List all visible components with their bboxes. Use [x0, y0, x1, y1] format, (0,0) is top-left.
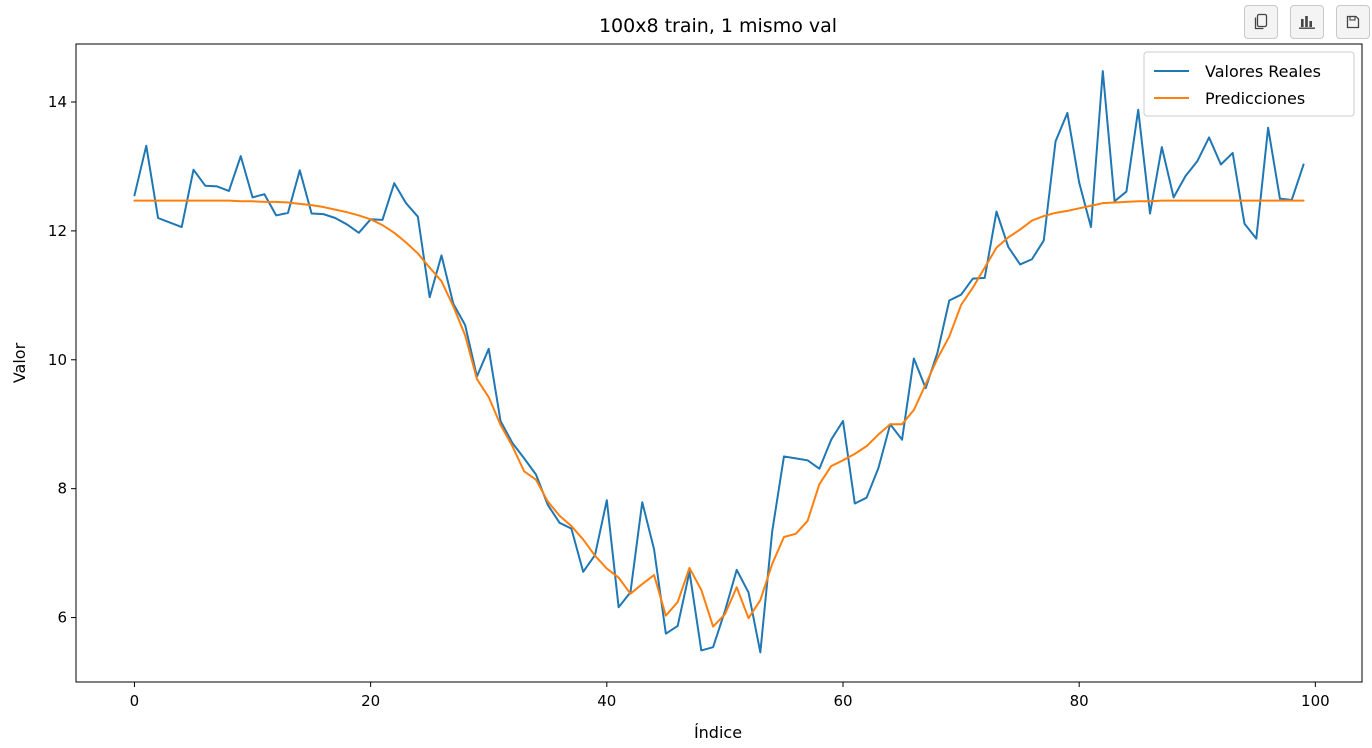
bar-chart-icon — [1298, 14, 1316, 30]
y-tick-label: 6 — [57, 609, 67, 627]
series-line-0 — [133, 70, 1305, 654]
plot-frame — [75, 43, 1363, 683]
copy-button[interactable] — [1244, 5, 1278, 39]
plot-area: 0 20 40 60 80 100 6 8 10 12 14 Valores Reales Predic… — [48, 43, 1363, 710]
legend-label-1: Predicciones — [1205, 89, 1305, 108]
chart-view-button[interactable] — [1290, 5, 1324, 39]
save-icon — [1345, 14, 1361, 30]
y-tick-label: 10 — [48, 351, 67, 369]
y-axis-title: Valor — [10, 342, 29, 383]
x-tick-label: 0 — [130, 692, 140, 710]
save-button[interactable] — [1336, 5, 1370, 39]
x-tick-label: 100 — [1301, 692, 1330, 710]
x-axis-title: Índice — [694, 723, 742, 742]
legend-label-0: Valores Reales — [1205, 62, 1321, 81]
copy-icon — [1253, 13, 1269, 31]
y-tick-label: 14 — [48, 93, 67, 111]
legend-box — [1143, 51, 1355, 117]
chart-toolbar — [1244, 5, 1370, 39]
y-tick-label: 8 — [57, 480, 67, 498]
chart-title: 100x8 train, 1 mismo val — [599, 15, 837, 37]
x-tick-label: 20 — [361, 692, 380, 710]
x-tick-label: 40 — [597, 692, 616, 710]
series-line-1 — [133, 199, 1305, 628]
x-tick-label: 80 — [1070, 692, 1089, 710]
y-tick-label: 12 — [48, 222, 67, 240]
x-tick-label: 60 — [833, 692, 852, 710]
